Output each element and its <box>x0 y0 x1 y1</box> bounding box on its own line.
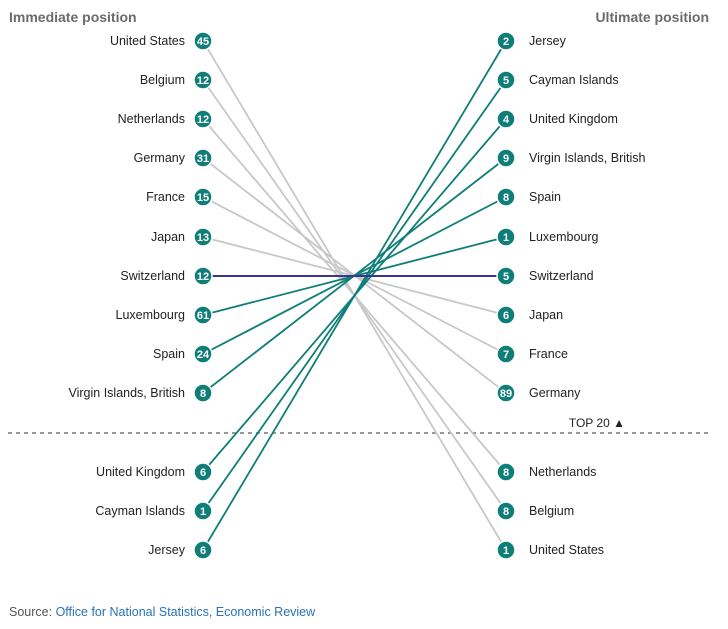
right-rank-netherlands: 8 <box>503 467 509 479</box>
left-marker-netherlands <box>193 109 213 129</box>
top-20-label: TOP 20 ▲ <box>569 416 625 430</box>
left-rank-virgin-islands-british: 8 <box>200 388 206 400</box>
left-marker-jersey <box>193 540 213 560</box>
right-marker-spain <box>496 187 516 207</box>
right-marker-luxembourg <box>496 227 516 247</box>
right-marker-germany <box>496 383 516 403</box>
right-rank-virgin-islands-british: 9 <box>503 153 509 165</box>
right-label-switzerland: Switzerland <box>529 269 594 283</box>
left-label-spain: Spain <box>153 347 185 361</box>
left-marker-belgium <box>193 70 213 90</box>
right-label-luxembourg: Luxembourg <box>529 230 599 244</box>
slopegraph-chart: Immediate position Ultimate position TOP… <box>8 9 712 560</box>
right-marker-united-kingdom <box>496 109 516 129</box>
left-label-cayman-islands: Cayman Islands <box>95 504 185 518</box>
right-label-spain: Spain <box>529 190 561 204</box>
left-label-united-states: United States <box>110 34 185 48</box>
source-link[interactable]: Office for National Statistics, Economic… <box>55 605 316 619</box>
right-rank-cayman-islands: 5 <box>503 75 509 87</box>
right-rank-luxembourg: 1 <box>503 232 509 244</box>
left-rank-united-kingdom: 6 <box>200 467 206 479</box>
right-rank-belgium: 8 <box>503 506 509 518</box>
left-label-united-kingdom: United Kingdom <box>96 465 185 479</box>
right-label-jersey: Jersey <box>529 34 567 48</box>
left-markers: 45 United States 12 Belgium 12 Netherlands 31 G… <box>69 31 213 560</box>
left-rank-luxembourg: 61 <box>197 310 209 322</box>
right-label-cayman-islands: Cayman Islands <box>529 73 619 87</box>
right-label-united-states: United States <box>529 543 604 557</box>
left-rank-germany: 31 <box>197 153 209 165</box>
left-marker-france <box>193 187 213 207</box>
left-label-japan: Japan <box>151 230 185 244</box>
right-label-netherlands: Netherlands <box>529 465 596 479</box>
left-marker-virgin-islands-british <box>193 383 213 403</box>
left-rank-belgium: 12 <box>197 75 209 87</box>
left-marker-switzerland <box>193 266 213 286</box>
right-rank-spain: 8 <box>503 192 509 204</box>
right-marker-united-states <box>496 540 516 560</box>
left-header: Immediate position <box>9 9 137 25</box>
right-marker-jersey <box>496 31 516 51</box>
left-marker-cayman-islands <box>193 501 213 521</box>
left-rank-spain: 24 <box>197 349 210 361</box>
connector-jersey <box>202 40 507 551</box>
left-rank-switzerland: 12 <box>197 271 209 283</box>
right-rank-united-states: 1 <box>503 545 509 557</box>
right-marker-netherlands <box>496 462 516 482</box>
left-rank-united-states: 45 <box>197 36 209 48</box>
left-marker-united-kingdom <box>193 462 213 482</box>
right-label-japan: Japan <box>529 308 563 322</box>
left-rank-japan: 13 <box>197 232 209 244</box>
right-marker-japan <box>496 305 516 325</box>
rising-lines <box>202 40 507 551</box>
left-label-switzerland: Switzerland <box>120 269 185 283</box>
left-marker-germany <box>193 148 213 168</box>
right-marker-switzerland <box>496 266 516 286</box>
source-note: Source: Office for National Statistics, … <box>9 605 315 619</box>
right-label-belgium: Belgium <box>529 504 574 518</box>
right-marker-virgin-islands-british <box>496 148 516 168</box>
left-rank-cayman-islands: 1 <box>200 506 206 518</box>
left-label-netherlands: Netherlands <box>118 112 185 126</box>
right-label-germany: Germany <box>529 386 581 400</box>
right-rank-france: 7 <box>503 349 509 361</box>
right-label-united-kingdom: United Kingdom <box>529 112 618 126</box>
left-marker-united-states <box>193 31 213 51</box>
right-header: Ultimate position <box>595 9 709 25</box>
left-rank-jersey: 6 <box>200 545 206 557</box>
left-rank-netherlands: 12 <box>197 114 209 126</box>
source-prefix: Source: <box>9 605 56 619</box>
right-markers: 2 Jersey 5 Cayman Islands 4 United Kingdom 9 Vi… <box>496 31 646 560</box>
right-marker-cayman-islands <box>496 70 516 90</box>
left-marker-luxembourg <box>193 305 213 325</box>
right-label-virgin-islands-british: Virgin Islands, British <box>529 151 646 165</box>
right-marker-belgium <box>496 501 516 521</box>
right-rank-germany: 89 <box>500 388 512 400</box>
right-label-france: France <box>529 347 568 361</box>
left-label-belgium: Belgium <box>140 73 185 87</box>
left-marker-spain <box>193 344 213 364</box>
right-marker-france <box>496 344 516 364</box>
right-rank-jersey: 2 <box>503 36 509 48</box>
left-marker-japan <box>193 227 213 247</box>
right-rank-japan: 6 <box>503 310 509 322</box>
left-label-jersey: Jersey <box>148 543 186 557</box>
left-label-luxembourg: Luxembourg <box>116 308 186 322</box>
left-rank-france: 15 <box>197 192 209 204</box>
right-rank-united-kingdom: 4 <box>503 114 510 126</box>
right-rank-switzerland: 5 <box>503 271 509 283</box>
left-label-germany: Germany <box>134 151 186 165</box>
left-label-france: France <box>146 190 185 204</box>
left-label-virgin-islands-british: Virgin Islands, British <box>69 386 186 400</box>
